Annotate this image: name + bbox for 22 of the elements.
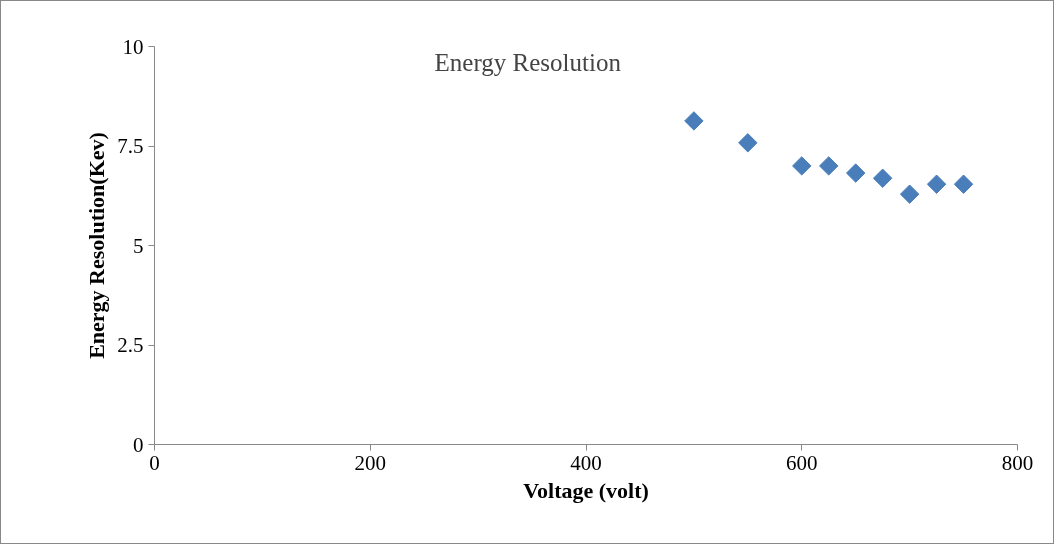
y-tick-label: 5	[133, 233, 144, 258]
x-tick-label: 0	[149, 450, 160, 475]
point	[819, 156, 839, 176]
point	[792, 156, 812, 176]
y-axis-title: Energy Resolution(Kev)	[84, 132, 110, 359]
x-tick-label: 400	[570, 450, 602, 475]
x-axis-title: Voltage (volt)	[523, 477, 649, 503]
point	[899, 184, 920, 204]
point	[684, 111, 704, 131]
y-tick-label: 10	[122, 34, 144, 59]
chart-title: Energy Resolution	[434, 48, 622, 76]
y-tick-label: 0	[133, 432, 144, 457]
point	[872, 168, 893, 188]
x-tick-label: 800	[1001, 450, 1034, 475]
point	[846, 163, 866, 183]
point	[953, 174, 974, 194]
x-tick-label: 600	[786, 450, 818, 475]
x-tick-label: 200	[354, 450, 386, 475]
point	[738, 133, 758, 153]
point	[926, 174, 947, 194]
y-tick-label: 7.5	[117, 134, 144, 158]
y-tick-label: 2.5	[117, 333, 144, 357]
